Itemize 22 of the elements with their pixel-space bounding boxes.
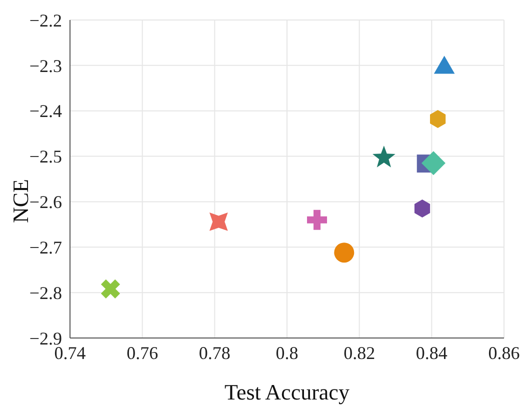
point bbox=[100, 279, 120, 298]
y-tick-label: −2.8 bbox=[29, 282, 62, 303]
point bbox=[372, 146, 396, 168]
point bbox=[421, 151, 446, 176]
y-tick-label: −2.4 bbox=[29, 101, 62, 122]
y-tick-label: −2.5 bbox=[29, 146, 62, 167]
point bbox=[307, 210, 328, 230]
y-tick-label: −2.7 bbox=[29, 238, 62, 258]
x-axis-title: Test Accuracy bbox=[224, 380, 350, 405]
x-tick-label: 0.78 bbox=[198, 342, 230, 363]
point bbox=[414, 200, 430, 218]
point bbox=[334, 242, 354, 263]
x-tick-label: 0.84 bbox=[416, 342, 448, 363]
y-tick-label: −2.2 bbox=[29, 10, 62, 30]
point bbox=[430, 110, 446, 128]
point bbox=[209, 212, 228, 231]
y-tick-label: −2.3 bbox=[29, 56, 62, 76]
y-tick-label: −2.9 bbox=[29, 328, 62, 348]
x-tick-label: 0.76 bbox=[126, 342, 158, 363]
x-tick-label: 0.8 bbox=[276, 342, 298, 363]
x-tick-label: 0.86 bbox=[488, 342, 520, 363]
x-tick-label: 0.82 bbox=[344, 342, 376, 363]
